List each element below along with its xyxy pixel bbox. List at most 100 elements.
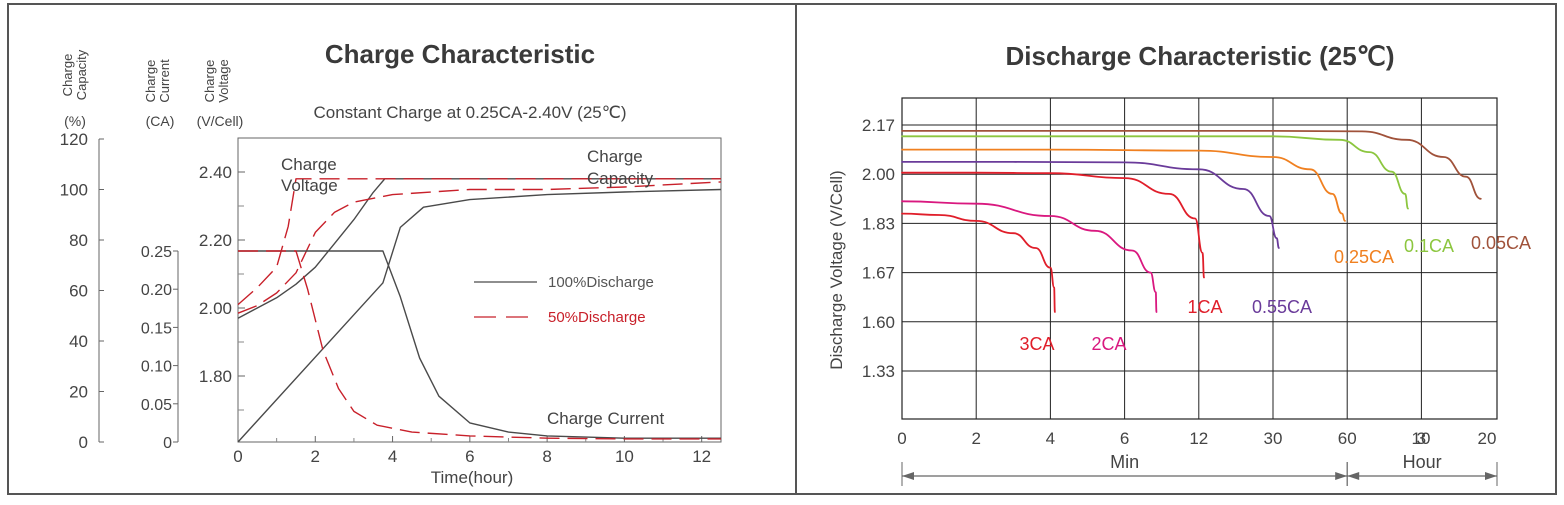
discharge-grid: 2.17 2.00 1.83 1.67 1.60 1.33 0 2 4 6 12 30 60 310 20: [862, 97, 1498, 448]
discharge-curve-label: 0.1CA: [1404, 236, 1454, 256]
capacity-tick-label: 20: [69, 383, 88, 402]
charge-capacity-label-1: Charge: [587, 147, 643, 166]
capacity-axis-title-1: Charge: [60, 54, 75, 97]
hour-bracket-arrow-left: [1347, 472, 1360, 480]
current-tick-label: 0.15: [141, 320, 172, 337]
capacity-tick-label: 100: [60, 181, 88, 200]
discharge-curve-0.25CA: [901, 148, 1346, 222]
discharge-series: [901, 129, 1482, 313]
voltage-tick-label: 2.20: [199, 231, 232, 250]
charge-chart-title: Charge Characteristic: [325, 39, 595, 69]
min-bracket-arrow-right: [1335, 472, 1348, 480]
discharge-curve-label: 0.55CA: [1252, 297, 1312, 317]
current-axis-title-2: Current: [157, 59, 172, 103]
capacity-tick-label: 40: [69, 332, 88, 351]
discharge-x-tick-label: 2: [971, 429, 980, 448]
discharge-y-tick-label: 1.33: [862, 362, 895, 381]
discharge-plot-frame: [901, 97, 1498, 420]
discharge-y-tick-label: 1.83: [862, 214, 895, 233]
charge-chart: Charge Characteristic Constant Charge at…: [60, 39, 722, 487]
hour-bracket-arrow-right: [1485, 472, 1497, 480]
discharge-y-tick-label: 2.00: [862, 165, 895, 184]
voltage-tick-label: 2.40: [199, 163, 232, 182]
min-bracket-arrow-left: [902, 472, 914, 480]
charge-series-line-3: [237, 181, 722, 314]
charge-series-line-1: [237, 178, 721, 306]
hour-group-label: Hour: [1403, 452, 1442, 472]
charge-capacity-label-2: Capacity: [587, 169, 654, 188]
voltage-tick-label: 2.00: [199, 299, 232, 318]
time-tick-label: 4: [388, 447, 397, 466]
current-tick-label: 0.25: [141, 244, 172, 261]
current-axis-unit: (CA): [146, 113, 175, 129]
time-tick-label: 10: [615, 447, 634, 466]
charge-voltage-label-1: Charge: [281, 155, 337, 174]
legend-100-label: 100%Discharge: [548, 274, 654, 291]
discharge-x-tick-label: 3: [1417, 429, 1426, 448]
charge-current-label: Charge Current: [547, 409, 664, 428]
discharge-x-tick-label: 4: [1046, 429, 1055, 448]
current-tick-label: 0.10: [141, 359, 172, 376]
discharge-x-tick-label: 10: [1412, 429, 1431, 448]
time-tick-label: 6: [465, 447, 474, 466]
discharge-curve-label: 3CA: [1019, 334, 1054, 354]
capacity-axis-unit: (%): [64, 113, 86, 129]
capacity-tick-label: 0: [79, 433, 88, 452]
voltage-tick-label: 1.80: [199, 367, 232, 386]
min-group-label: Min: [1110, 452, 1139, 472]
discharge-x-tick-label: 6: [1120, 429, 1129, 448]
discharge-x-tick-label: 12: [1189, 429, 1208, 448]
charge-voltage-label-2: Voltage: [281, 176, 338, 195]
charge-series-line-2: [237, 188, 722, 443]
discharge-curve-label: 0.05CA: [1471, 233, 1531, 253]
current-tick-label: 0.05: [141, 397, 172, 414]
discharge-curve-0.1CA: [901, 135, 1409, 210]
capacity-axis-title-2: Capacity: [74, 49, 89, 100]
charge-series-line-4: [238, 250, 721, 439]
discharge-curve-label: 2CA: [1091, 334, 1126, 354]
discharge-curve-2CA: [901, 200, 1158, 313]
time-tick-label: 12: [692, 447, 711, 466]
discharge-y-tick-label: 1.67: [862, 264, 895, 283]
voltage-axis-title-2: Voltage: [216, 59, 231, 102]
capacity-tick-label: 80: [69, 231, 88, 250]
discharge-y-tick-label: 1.60: [862, 313, 895, 332]
discharge-curve-0.05CA: [901, 129, 1482, 200]
current-axis-title-1: Charge: [143, 60, 158, 103]
discharge-curve-label: 1CA: [1187, 297, 1222, 317]
time-tick-label: 8: [542, 447, 551, 466]
current-tick-label: 0.20: [141, 282, 172, 299]
discharge-chart-title: Discharge Characteristic (25℃): [1005, 41, 1394, 71]
charge-ticks: 1201008060402000.250.200.150.100.0502.40…: [60, 130, 712, 466]
discharge-y-tick-label: 2.17: [862, 116, 895, 135]
voltage-axis-unit: (V/Cell): [197, 113, 244, 129]
charge-x-axis-label: Time(hour): [431, 468, 514, 487]
discharge-curve-0.55CA: [901, 160, 1280, 249]
discharge-curve-label: 0.25CA: [1334, 247, 1394, 267]
discharge-y-axis-label: Discharge Voltage (V/Cell): [827, 170, 846, 369]
discharge-curve-1CA: [901, 171, 1205, 279]
discharge-x-tick-label: 0: [897, 429, 906, 448]
time-tick-label: 0: [233, 447, 242, 466]
charge-chart-subtitle: Constant Charge at 0.25CA-2.40V (25℃): [314, 103, 627, 122]
charge-series-line-0: [237, 178, 721, 319]
current-tick-label: 0: [163, 435, 172, 452]
discharge-chart: Discharge Characteristic (25℃) Discharge…: [827, 41, 1531, 486]
capacity-tick-label: 120: [60, 130, 88, 149]
discharge-curve-labels: 3CA 2CA 1CA 0.55CA 0.25CA 0.1CA 0.05CA: [1019, 233, 1531, 354]
discharge-x-tick-label: 30: [1264, 429, 1283, 448]
voltage-axis-title-1: Charge: [202, 60, 217, 103]
outer-frame: [7, 3, 1557, 495]
time-tick-label: 2: [311, 447, 320, 466]
charge-plot-frame: [237, 137, 722, 443]
charge-series-line-5: [238, 250, 721, 440]
discharge-x-tick-label: 20: [1478, 429, 1497, 448]
capacity-tick-label: 60: [69, 282, 88, 301]
legend-50-label: 50%Discharge: [548, 309, 646, 326]
discharge-x-tick-label: 60: [1338, 429, 1357, 448]
discharge-curve-3CA: [901, 212, 1056, 313]
charge-series: [237, 178, 722, 443]
discharge-x-groups: Min Hour: [901, 452, 1498, 486]
